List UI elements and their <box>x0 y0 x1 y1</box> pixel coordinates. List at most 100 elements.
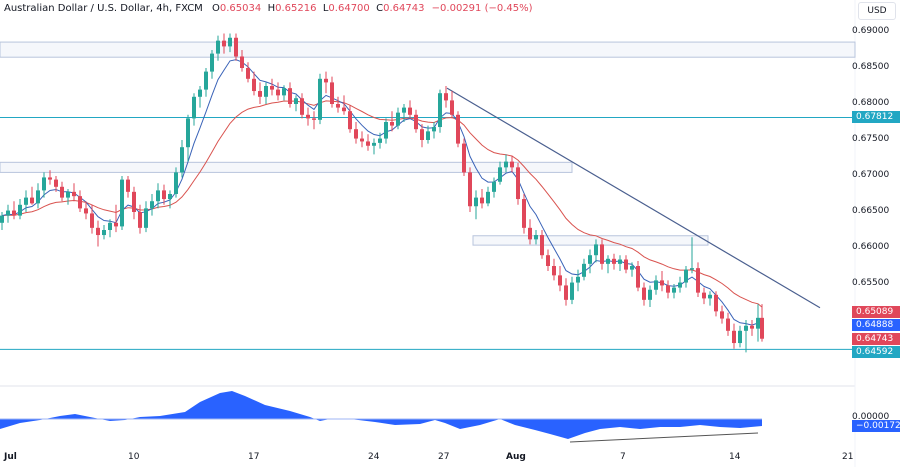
time-axis-label: 24 <box>368 452 380 462</box>
candle-body <box>30 197 34 204</box>
candle-body <box>654 280 658 290</box>
candle-body <box>234 37 238 57</box>
price-axis-label: 0.66000 <box>852 242 890 252</box>
time-axis-label: Aug <box>506 452 526 462</box>
price-axis-label: 0.68000 <box>852 98 890 108</box>
candle-body <box>732 330 736 344</box>
candle-body <box>270 86 274 90</box>
candle-body <box>486 191 490 204</box>
candle-body <box>126 179 130 192</box>
price-axis-label: 0.69000 <box>852 26 890 36</box>
candle-body <box>582 263 586 277</box>
trendline <box>446 87 821 309</box>
candle-body <box>660 280 664 286</box>
price-axis-label: 0.65500 <box>852 278 890 288</box>
candle-body <box>630 266 634 270</box>
candle-body <box>12 210 16 216</box>
candle-body <box>114 222 118 227</box>
candle-body <box>96 227 100 236</box>
candle-body <box>678 282 682 288</box>
candle-body <box>144 208 148 228</box>
time-axis-label: 21 <box>842 452 854 462</box>
price-axis-label: 0.67500 <box>852 134 890 144</box>
candle-body <box>72 191 76 197</box>
candle-body <box>600 244 604 264</box>
price-tag: 0.64592 <box>852 346 900 358</box>
candle-body <box>636 266 640 288</box>
candle-body <box>468 172 472 207</box>
price-tag: 0.64743 <box>852 333 900 345</box>
candle-body <box>282 88 286 96</box>
candle-body <box>684 269 688 283</box>
candle-body <box>390 122 394 126</box>
candle-body <box>132 191 136 212</box>
candle-body <box>474 197 478 207</box>
candle-body <box>750 325 754 329</box>
candle-body <box>6 210 10 216</box>
candle-body <box>720 311 724 319</box>
candle-body <box>174 172 178 194</box>
candle-body <box>264 86 268 97</box>
chart-header: Australian Dollar / U.S. Dollar, 4h, FXC… <box>4 3 533 14</box>
candle-body <box>162 190 166 200</box>
candle-body <box>516 167 520 200</box>
candle-body <box>546 255 550 266</box>
currency-button[interactable]: USD <box>858 2 896 20</box>
candle-body <box>672 287 676 293</box>
candle-body <box>42 177 46 191</box>
candle-body <box>612 258 616 264</box>
candle-body <box>618 259 622 264</box>
candle-body <box>606 258 610 264</box>
candle-body <box>540 235 544 256</box>
candle-body <box>354 129 358 139</box>
candle-body <box>120 179 124 227</box>
candle-body <box>216 40 220 54</box>
candle-body <box>102 230 106 236</box>
price-tag: 0.64888 <box>852 319 900 331</box>
divergence-line <box>569 432 759 443</box>
osc-value-tag: −0.00172 <box>852 420 900 432</box>
candle-body <box>522 199 526 228</box>
candle-body <box>24 197 28 205</box>
candle-body <box>528 227 532 240</box>
time-axis-label: 17 <box>248 452 260 462</box>
price-axis-label: 0.67000 <box>852 170 890 180</box>
candle-body <box>462 143 466 173</box>
candle-body <box>642 287 646 300</box>
candle-body <box>564 285 568 300</box>
candle-body <box>714 294 718 312</box>
candle-body <box>726 318 730 331</box>
candle-body <box>318 78 322 120</box>
candle-body <box>168 194 172 200</box>
candle-body <box>492 181 496 192</box>
slow-moving-average <box>1 100 763 308</box>
candle-body <box>480 197 484 204</box>
price-axis-label: 0.66500 <box>852 206 890 216</box>
candle-body <box>576 276 580 283</box>
time-axis-label: 27 <box>438 452 450 462</box>
candle-body <box>252 78 256 92</box>
candle-body <box>204 71 208 90</box>
candle-body <box>300 98 304 115</box>
candle-body <box>84 208 88 214</box>
candle-body <box>426 131 430 140</box>
candle-body <box>186 118 190 148</box>
candle-body <box>396 112 400 126</box>
price-change: −0.00291 (−0.45%) <box>431 3 533 14</box>
candle-body <box>138 212 142 228</box>
candle-body <box>756 317 760 329</box>
candle-body <box>156 190 160 202</box>
candle-body <box>690 268 694 270</box>
candle-body <box>414 114 418 130</box>
candle-body <box>570 282 574 300</box>
osc-axis-zero: 0.00000 <box>852 412 890 422</box>
candle-body <box>666 285 670 293</box>
candle-body <box>222 40 226 47</box>
candle-body <box>438 93 442 128</box>
symbol-title: Australian Dollar / U.S. Dollar, 4h, FXC… <box>4 3 203 14</box>
time-axis-label: 14 <box>729 452 741 462</box>
candle-body <box>760 317 764 339</box>
candle-body <box>372 142 376 146</box>
supply-demand-zone <box>0 41 856 58</box>
